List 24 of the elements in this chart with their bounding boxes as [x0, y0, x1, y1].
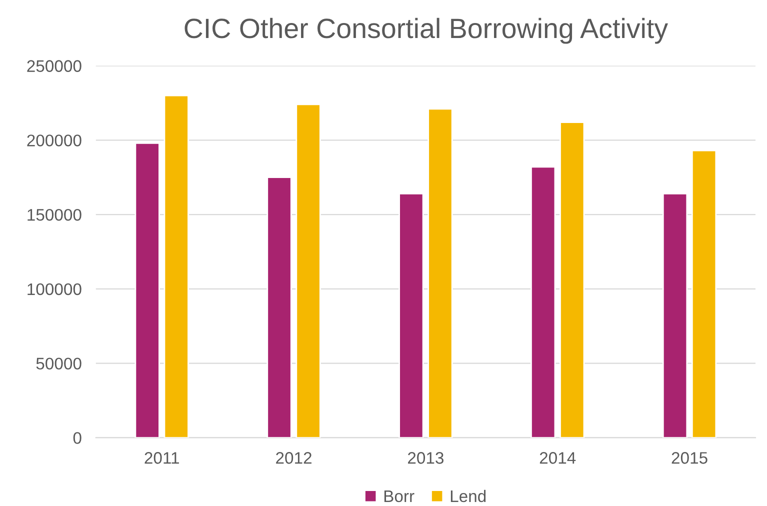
bar: [560, 122, 585, 438]
legend-label: Borr: [384, 490, 414, 502]
legend-label: Lend: [450, 490, 486, 502]
y-tick-label: 200000: [27, 134, 82, 146]
y-tick-label: 100000: [28, 283, 82, 296]
bar: [530, 166, 556, 438]
bar: [428, 108, 453, 438]
x-tick-label: 2012: [276, 452, 312, 464]
x-tick-label: 2013: [408, 452, 444, 464]
y-tick-label: 150000: [28, 208, 82, 221]
x-tick-label: 2011: [144, 452, 179, 464]
x-tick-label: 2014: [540, 452, 576, 464]
bar: [662, 193, 688, 438]
y-tick-label: 50000: [36, 358, 82, 370]
x-tick-label: 2015: [672, 452, 708, 464]
bar: [398, 193, 424, 438]
bar: [296, 104, 321, 438]
bar: [266, 176, 292, 438]
bar: [164, 94, 189, 438]
y-tick-label: 250000: [27, 60, 82, 72]
bar: [134, 142, 160, 438]
chart-title: CIC Other Consortial Borrowing Activity: [184, 18, 668, 44]
bar: [691, 150, 717, 438]
y-tick-label: 0: [73, 432, 82, 444]
